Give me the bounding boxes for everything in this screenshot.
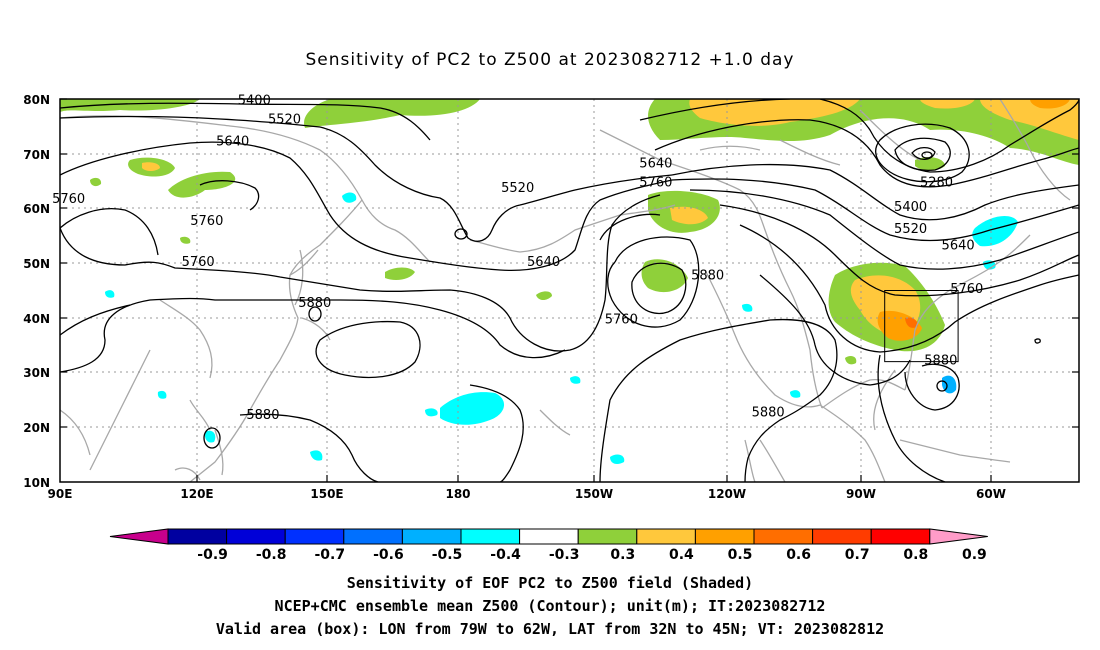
lon-label: 150W xyxy=(575,487,613,501)
lon-label: 60W xyxy=(976,487,1006,501)
colorbar-label: 0.7 xyxy=(845,547,870,563)
contour-label: 5760 xyxy=(950,282,983,297)
lon-label: 90E xyxy=(48,487,73,501)
contour-label: 5640 xyxy=(216,135,249,150)
contour-label: 5760 xyxy=(605,312,638,327)
colorbar-label: 0.3 xyxy=(610,547,635,563)
colorbar-label: -0.9 xyxy=(197,547,228,563)
contour-label: 5280 xyxy=(920,176,953,191)
colorbar-right-arrow xyxy=(929,528,988,545)
plot-frame xyxy=(59,98,1080,483)
plot-title: Sensitivity of PC2 to Z500 at 2023082712… xyxy=(305,50,795,70)
colorbar-swatch xyxy=(226,528,286,545)
coastlines xyxy=(60,99,1071,482)
lon-label: 120W xyxy=(708,487,746,501)
colorbar-label: 0.8 xyxy=(903,547,928,563)
longitude-labels: 90E 120E 150E 180 150W 120W 90W 60W xyxy=(48,487,1006,501)
colorbar-swatch xyxy=(870,528,931,545)
colorbar-swatch xyxy=(401,528,462,545)
colorbar-label: 0.4 xyxy=(669,547,694,563)
gridlines xyxy=(60,99,1079,482)
sensitivity-shading xyxy=(60,99,1079,465)
lat-label: 80N xyxy=(23,93,50,107)
valid-area-box xyxy=(884,290,959,363)
colorbar-label: -0.6 xyxy=(373,547,404,563)
contour-label: 5880 xyxy=(924,353,957,368)
z500-contours xyxy=(60,99,1079,482)
colorbar-label: -0.7 xyxy=(314,547,345,563)
contour-label: 5880 xyxy=(752,405,785,420)
colorbar-swatch xyxy=(284,528,345,545)
colorbar-swatch xyxy=(753,528,814,545)
colorbar-label: -0.3 xyxy=(549,547,580,563)
contour-label: 5880 xyxy=(246,408,279,423)
lat-label: 50N xyxy=(23,257,50,271)
lat-label: 60N xyxy=(23,202,50,216)
latitude-labels: 80N 70N 60N 50N 40N 30N 20N 10N xyxy=(23,93,50,490)
contour-label: 5400 xyxy=(894,200,927,215)
lat-label: 30N xyxy=(23,366,50,380)
colorbar-swatch xyxy=(812,528,872,545)
contour-label: 5520 xyxy=(894,222,927,237)
colorbar-label: -0.5 xyxy=(432,547,463,563)
colorbar-left-arrow xyxy=(109,528,169,545)
contour-label: 5640 xyxy=(639,156,672,171)
contour-label: 5640 xyxy=(527,255,560,270)
lat-label: 40N xyxy=(23,312,50,326)
contour-label: 5520 xyxy=(501,181,534,196)
colorbar-swatch xyxy=(694,528,755,545)
lat-label: 70N xyxy=(23,148,50,162)
lon-label: 90W xyxy=(846,487,876,501)
colorbar-swatch xyxy=(460,528,521,545)
contour-label: 5760 xyxy=(52,192,85,207)
contour-label: 5520 xyxy=(268,113,301,128)
colorbar-label: 0.9 xyxy=(962,547,987,563)
contour-label: 5640 xyxy=(942,238,975,253)
footer-line-3: Valid area (box): LON from 79W to 62W, L… xyxy=(215,620,885,638)
contour-label: 5880 xyxy=(691,269,724,284)
lon-label: 150E xyxy=(310,487,343,501)
contour-labels: 5400 5520 5640 5760 5760 5760 5880 5880 5520 5640… xyxy=(52,93,983,423)
contour-label: 5880 xyxy=(298,296,331,311)
colorbar-swatch xyxy=(167,528,228,545)
colorbar-swatch xyxy=(577,528,638,545)
colorbar-label: 0.6 xyxy=(786,547,811,563)
colorbar-swatch xyxy=(343,528,403,545)
contour-label: 5760 xyxy=(182,255,215,270)
contour-label: 5400 xyxy=(238,93,271,108)
lon-label: 180 xyxy=(445,487,470,501)
contour-label: 5760 xyxy=(639,176,672,191)
axis-ticks xyxy=(60,98,1079,482)
colorbar-swatch xyxy=(636,528,696,545)
lat-label: 20N xyxy=(23,421,50,435)
footer-line-2: NCEP+CMC ensemble mean Z500 (Contour); u… xyxy=(274,597,826,615)
colorbar-label: 0.5 xyxy=(728,547,753,563)
colorbar-label: -0.8 xyxy=(256,547,287,563)
contour-label: 5760 xyxy=(190,214,223,229)
colorbar: -0.9 -0.8 -0.7 -0.6 -0.5 -0.4 -0.3 0.3 0.4 0.5 0.6… xyxy=(109,528,988,563)
colorbar-swatch xyxy=(519,528,579,545)
colorbar-label: -0.4 xyxy=(490,547,521,563)
lon-label: 120E xyxy=(180,487,213,501)
lat-label: 10N xyxy=(23,476,50,490)
footer-line-1: Sensitivity of EOF PC2 to Z500 field (Sh… xyxy=(346,574,754,592)
